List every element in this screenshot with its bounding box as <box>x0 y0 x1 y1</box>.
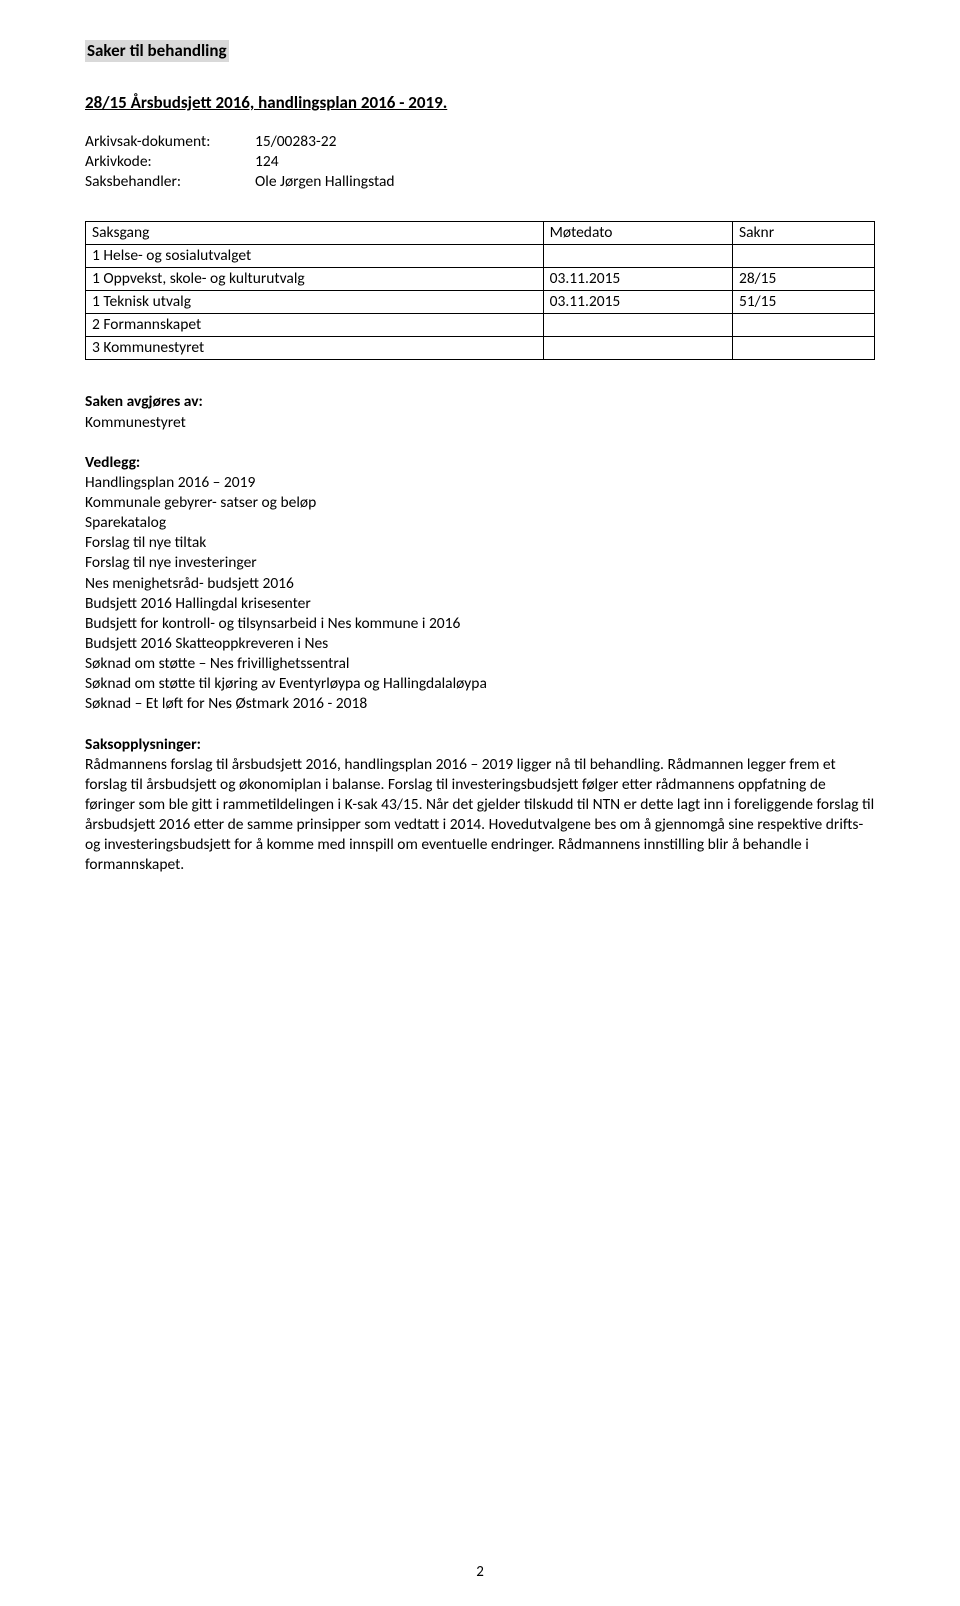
row-arkivkode: Arkivkode: 124 <box>85 152 875 172</box>
vedlegg-item: Budsjett for kontroll- og tilsynsarbeid … <box>85 614 875 634</box>
th-saknr: Saknr <box>732 221 874 244</box>
saksopplysninger-body: Rådmannens forslag til årsbudsjett 2016,… <box>85 755 875 876</box>
vedlegg-item: Handlingsplan 2016 – 2019 <box>85 473 875 493</box>
cell <box>732 337 874 360</box>
vedlegg-item: Forslag til nye investeringer <box>85 553 875 573</box>
cell: 28/15 <box>732 267 874 290</box>
cell <box>732 244 874 267</box>
cell: 1 Helse- og sosialutvalget <box>86 244 544 267</box>
vedlegg-item: Budsjett 2016 Hallingdal krisesenter <box>85 594 875 614</box>
th-saksgang: Saksgang <box>86 221 544 244</box>
vedlegg-item: Forslag til nye tiltak <box>85 533 875 553</box>
cell <box>543 314 732 337</box>
vedlegg-item: Nes menighetsråd- budsjett 2016 <box>85 574 875 594</box>
label-saksbehandler: Saksbehandler: <box>85 172 255 192</box>
th-motedato: Møtedato <box>543 221 732 244</box>
vedlegg-item: Søknad – Et løft for Nes Østmark 2016 - … <box>85 694 875 714</box>
table-row: 3 Kommunestyret <box>86 337 875 360</box>
value-arkivkode: 124 <box>255 152 875 172</box>
case-title: 28/15 Årsbudsjett 2016, handlingsplan 20… <box>85 92 875 114</box>
vedlegg-item: Kommunale gebyrer- satser og beløp <box>85 493 875 513</box>
saksopplysninger-block: Saksopplysninger: Rådmannens forslag til… <box>85 735 875 876</box>
cell: 03.11.2015 <box>543 291 732 314</box>
vedlegg-item: Sparekatalog <box>85 513 875 533</box>
vedlegg-label: Vedlegg: <box>85 453 875 473</box>
table-row: 1 Teknisk utvalg 03.11.2015 51/15 <box>86 291 875 314</box>
row-saksbehandler: Saksbehandler: Ole Jørgen Hallingstad <box>85 172 875 192</box>
label-arkivkode: Arkivkode: <box>85 152 255 172</box>
vedlegg-item: Søknad om støtte til kjøring av Eventyrl… <box>85 674 875 694</box>
cell: 03.11.2015 <box>543 267 732 290</box>
document-page: Saker til behandling 28/15 Årsbudsjett 2… <box>0 0 960 1606</box>
value-arkivsak-dokument: 15/00283-22 <box>255 132 875 152</box>
arkiv-block: Arkivsak-dokument: 15/00283-22 Arkivkode… <box>85 132 875 192</box>
saksgang-table: Saksgang Møtedato Saknr 1 Helse- og sosi… <box>85 221 875 361</box>
page-number: 2 <box>0 1563 960 1583</box>
saker-til-behandling-label: Saker til behandling <box>85 40 229 62</box>
table-row: 1 Oppvekst, skole- og kulturutvalg 03.11… <box>86 267 875 290</box>
avgjores-block: Saken avgjøres av: Kommunestyret <box>85 392 875 432</box>
label-arkivsak-dokument: Arkivsak-dokument: <box>85 132 255 152</box>
cell: 1 Oppvekst, skole- og kulturutvalg <box>86 267 544 290</box>
cell <box>543 244 732 267</box>
cell: 3 Kommunestyret <box>86 337 544 360</box>
value-saksbehandler: Ole Jørgen Hallingstad <box>255 172 875 192</box>
saksopplysninger-label: Saksopplysninger: <box>85 735 875 755</box>
cell: 51/15 <box>732 291 874 314</box>
cell <box>732 314 874 337</box>
vedlegg-block: Vedlegg: Handlingsplan 2016 – 2019 Kommu… <box>85 453 875 715</box>
table-row: 1 Helse- og sosialutvalget <box>86 244 875 267</box>
row-arkivsak-dokument: Arkivsak-dokument: 15/00283-22 <box>85 132 875 152</box>
vedlegg-item: Søknad om støtte – Nes frivillighetssent… <box>85 654 875 674</box>
table-header-row: Saksgang Møtedato Saknr <box>86 221 875 244</box>
cell <box>543 337 732 360</box>
avgjores-value: Kommunestyret <box>85 413 875 433</box>
section-header: Saker til behandling <box>85 40 875 62</box>
vedlegg-item: Budsjett 2016 Skatteoppkreveren i Nes <box>85 634 875 654</box>
cell: 1 Teknisk utvalg <box>86 291 544 314</box>
avgjores-label: Saken avgjøres av: <box>85 392 875 412</box>
table-row: 2 Formannskapet <box>86 314 875 337</box>
cell: 2 Formannskapet <box>86 314 544 337</box>
